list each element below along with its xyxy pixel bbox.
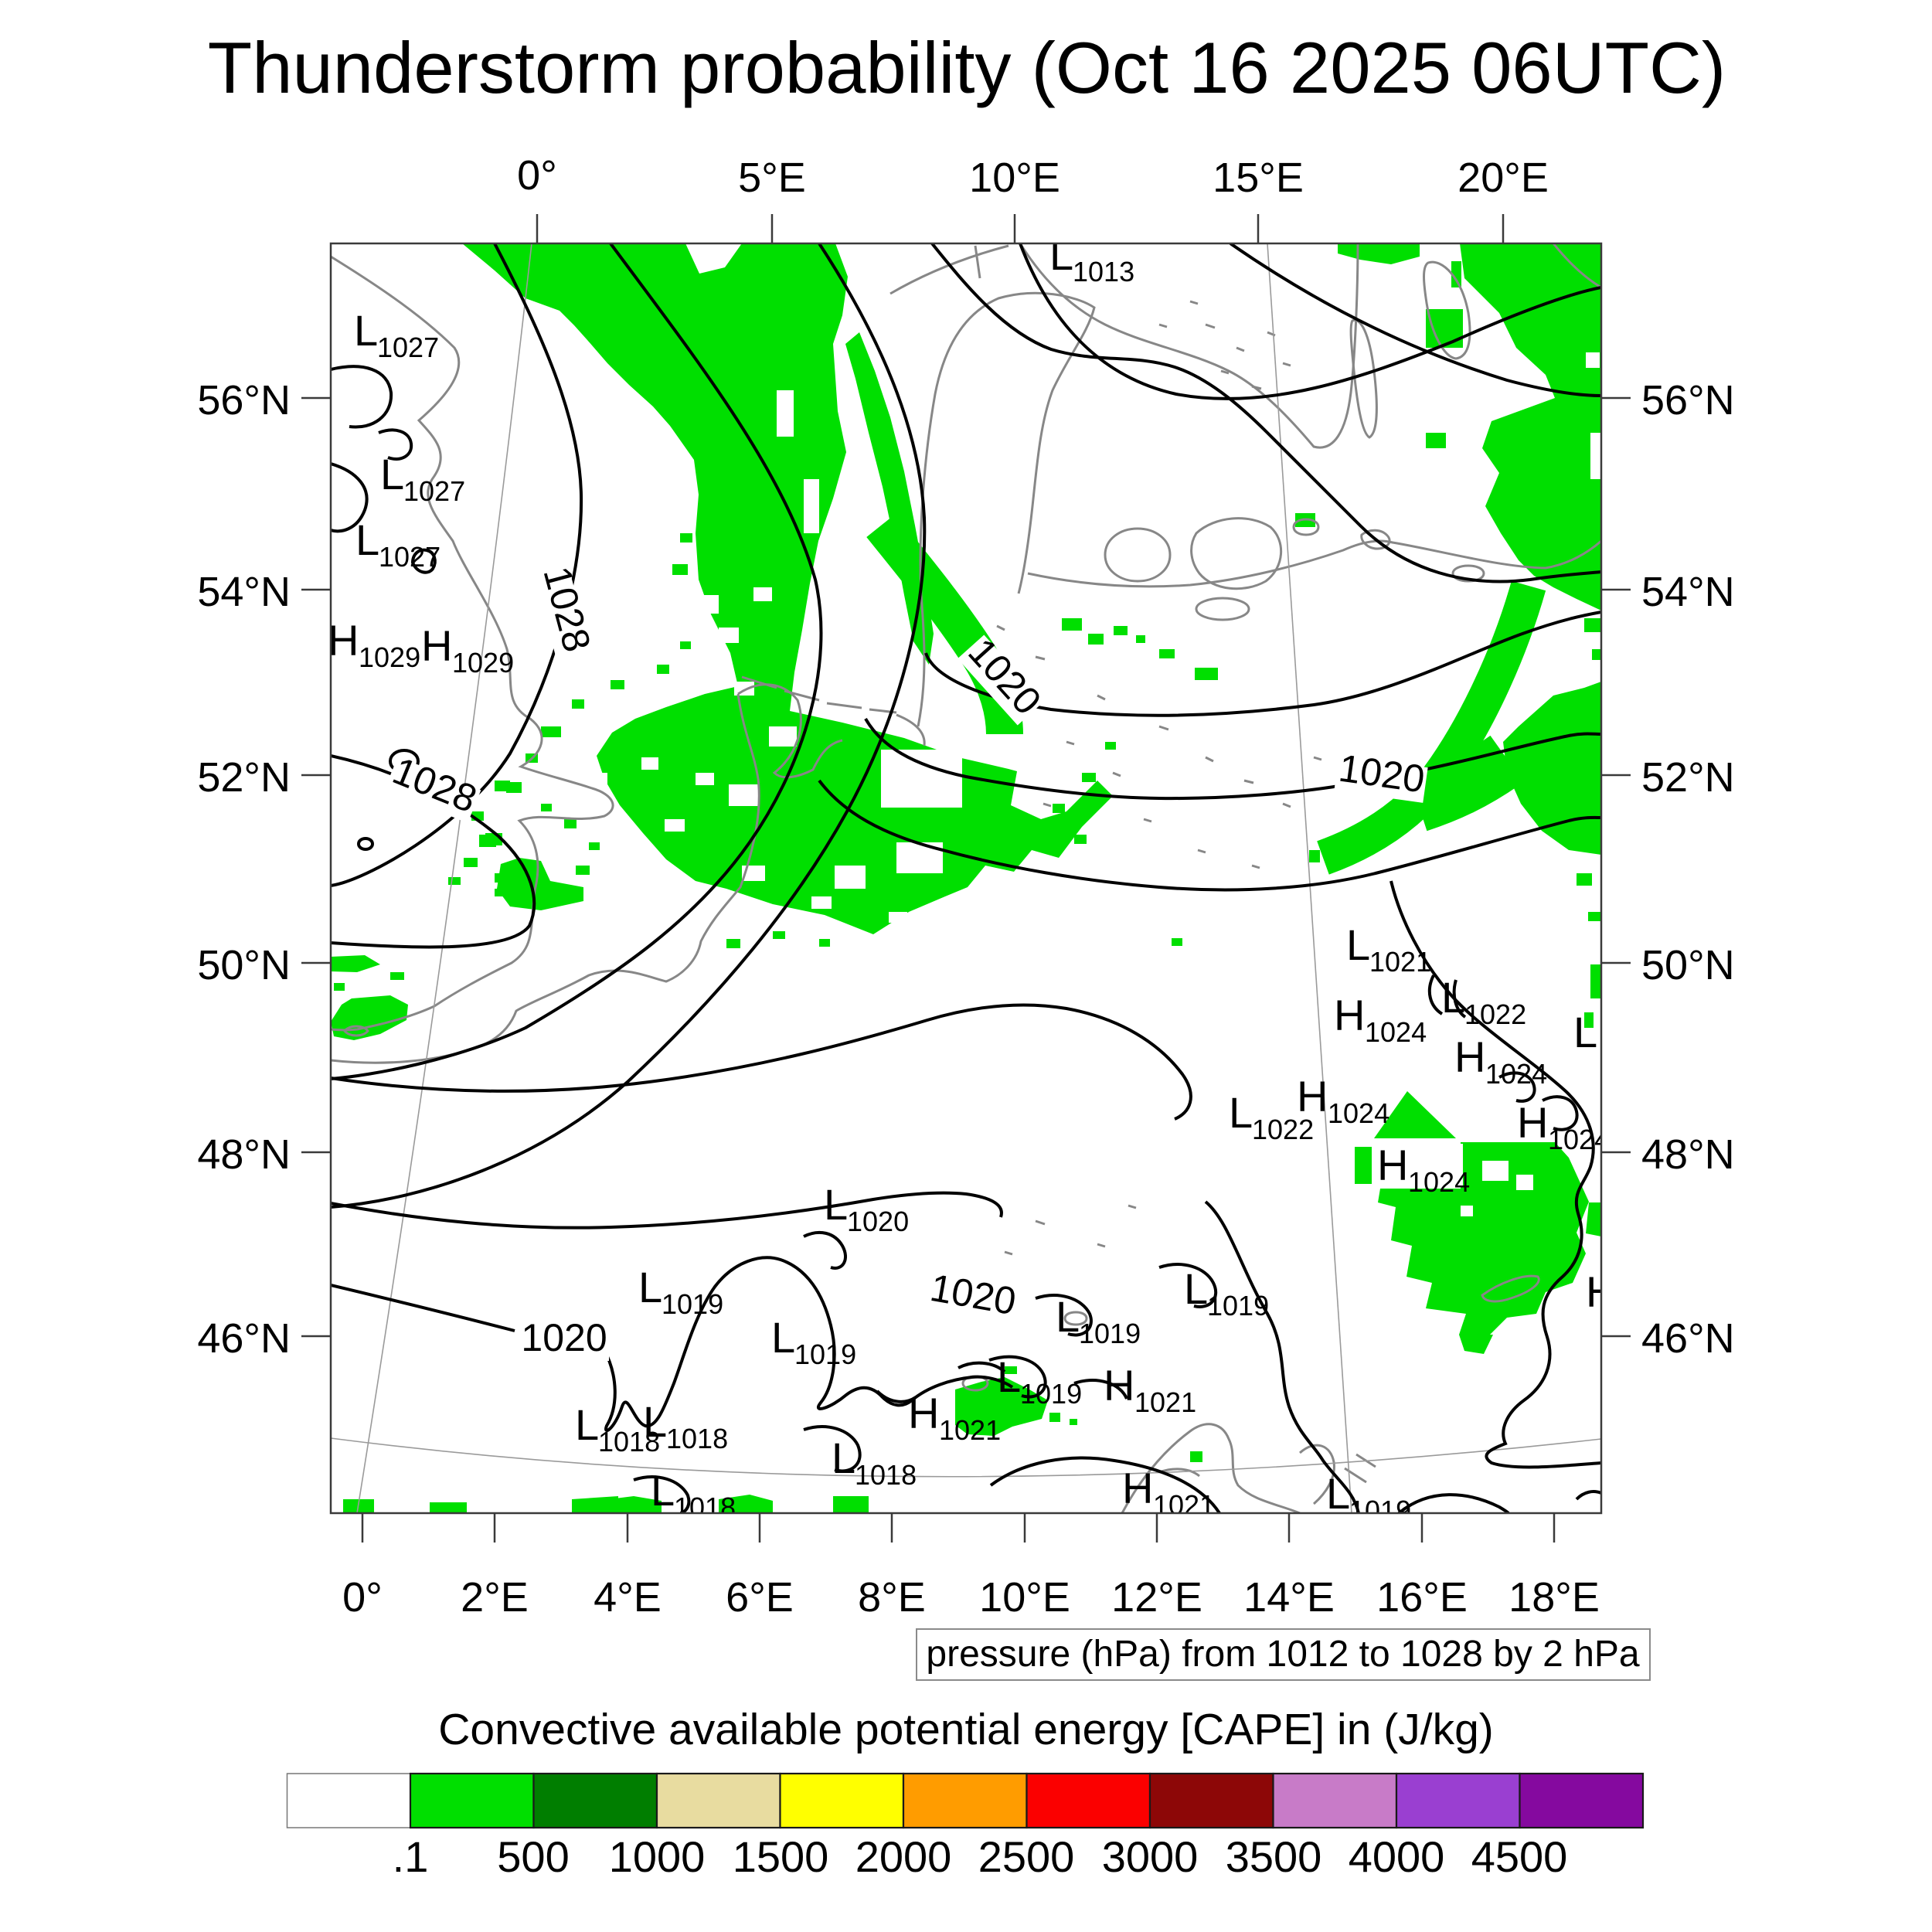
svg-text:H: H: [1517, 1098, 1548, 1147]
svg-text:1018: 1018: [666, 1423, 728, 1454]
svg-text:H: H: [1377, 1141, 1408, 1189]
svg-text:54°N: 54°N: [197, 569, 291, 615]
svg-text:1019: 1019: [1207, 1290, 1269, 1321]
svg-text:1022: 1022: [1464, 998, 1526, 1030]
svg-text:H: H: [328, 616, 359, 665]
svg-text:L: L: [355, 515, 379, 564]
svg-text:1000: 1000: [609, 1832, 706, 1881]
svg-text:H: H: [1297, 1072, 1328, 1121]
svg-text:15°E: 15°E: [1213, 155, 1304, 201]
svg-text:3000: 3000: [1102, 1832, 1199, 1881]
svg-text:H: H: [1454, 1032, 1485, 1081]
svg-text:52°N: 52°N: [1641, 754, 1735, 801]
svg-text:48°N: 48°N: [197, 1131, 291, 1178]
svg-text:L: L: [651, 1466, 675, 1515]
svg-text:46°N: 46°N: [1641, 1315, 1735, 1362]
svg-text:1500: 1500: [733, 1832, 829, 1881]
svg-text:1019: 1019: [1349, 1495, 1411, 1526]
svg-text:L: L: [1326, 1469, 1350, 1518]
svg-text:L: L: [824, 1180, 848, 1229]
svg-text:H: H: [1104, 1361, 1134, 1410]
svg-text:L: L: [1184, 1264, 1208, 1313]
svg-text:50°N: 50°N: [1641, 942, 1735, 988]
svg-text:L: L: [643, 1397, 667, 1446]
svg-text:1019: 1019: [1079, 1318, 1141, 1349]
svg-text:L: L: [1441, 973, 1465, 1022]
svg-text:L: L: [638, 1263, 662, 1311]
svg-text:6°E: 6°E: [726, 1574, 794, 1621]
svg-text:0°: 0°: [517, 152, 557, 199]
svg-text:H: H: [908, 1389, 939, 1437]
svg-text:56°N: 56°N: [197, 377, 291, 423]
svg-text:50°N: 50°N: [197, 942, 291, 988]
svg-text:1024: 1024: [1408, 1166, 1470, 1198]
svg-text:16°E: 16°E: [1376, 1574, 1468, 1621]
svg-text:1021: 1021: [1153, 1489, 1215, 1521]
svg-text:20°E: 20°E: [1458, 155, 1549, 201]
svg-text:5°E: 5°E: [738, 155, 806, 201]
svg-text:L: L: [997, 1352, 1021, 1401]
svg-text:1021: 1021: [1369, 946, 1431, 978]
svg-text:1020: 1020: [847, 1206, 909, 1237]
svg-text:L: L: [1056, 1292, 1080, 1341]
svg-text:H: H: [1122, 1464, 1153, 1512]
svg-text:1020: 1020: [521, 1316, 607, 1359]
svg-text:L: L: [354, 306, 378, 355]
svg-text:L: L: [1229, 1088, 1253, 1137]
svg-text:14°E: 14°E: [1243, 1574, 1335, 1621]
svg-text:L: L: [1573, 1008, 1597, 1056]
svg-text:46°N: 46°N: [197, 1315, 291, 1362]
svg-text:Thunderstorm probability (Oct: Thunderstorm probability (Oct 16 2025 06…: [208, 27, 1726, 108]
svg-text:56°N: 56°N: [1641, 377, 1735, 423]
svg-text:H: H: [421, 621, 452, 670]
svg-text:3500: 3500: [1226, 1832, 1322, 1881]
svg-text:Convective available potential: Convective available potential energy [C…: [438, 1705, 1494, 1754]
svg-text:10°E: 10°E: [969, 155, 1060, 201]
svg-text:12°E: 12°E: [1111, 1574, 1202, 1621]
svg-text:L: L: [575, 1400, 599, 1449]
svg-text:1018: 1018: [598, 1426, 660, 1458]
svg-text:1019: 1019: [662, 1288, 723, 1320]
svg-text:1024: 1024: [1365, 1016, 1427, 1048]
svg-text:10°E: 10°E: [979, 1574, 1070, 1621]
svg-text:H: H: [1586, 1267, 1617, 1316]
svg-text:54°N: 54°N: [1641, 569, 1735, 615]
svg-text:8°E: 8°E: [858, 1574, 926, 1621]
svg-text:H: H: [1334, 991, 1365, 1039]
svg-text:L: L: [1346, 920, 1370, 969]
svg-text:1024: 1024: [1548, 1124, 1610, 1155]
svg-text:4000: 4000: [1349, 1832, 1445, 1881]
svg-text:4500: 4500: [1471, 1832, 1568, 1881]
svg-text:1013: 1013: [1073, 256, 1134, 287]
svg-text:1021: 1021: [1134, 1386, 1196, 1418]
svg-text:2°E: 2°E: [461, 1574, 529, 1621]
svg-text:52°N: 52°N: [197, 754, 291, 801]
svg-text:1024: 1024: [1485, 1058, 1547, 1090]
svg-text:L: L: [771, 1313, 795, 1362]
svg-text:1029: 1029: [359, 641, 420, 673]
svg-text:4°E: 4°E: [594, 1574, 662, 1621]
svg-text:1018: 1018: [674, 1492, 736, 1523]
svg-text:1022: 1022: [1252, 1114, 1314, 1145]
svg-text:48°N: 48°N: [1641, 1131, 1735, 1178]
svg-text:2500: 2500: [978, 1832, 1075, 1881]
svg-text:1029: 1029: [452, 647, 514, 679]
svg-text:1024: 1024: [1328, 1097, 1389, 1129]
svg-text:pressure (hPa) from 1012 to 10: pressure (hPa) from 1012 to 1028 by 2 hP…: [926, 1634, 1640, 1675]
svg-text:1019: 1019: [794, 1338, 856, 1370]
svg-text:1027: 1027: [377, 332, 439, 363]
svg-text:2000: 2000: [855, 1832, 952, 1881]
svg-text:L: L: [380, 450, 404, 498]
svg-text:1027: 1027: [403, 475, 465, 507]
svg-text:500: 500: [497, 1832, 569, 1881]
svg-text:1027: 1027: [379, 541, 440, 573]
svg-text:0°: 0°: [342, 1574, 383, 1621]
svg-text:L: L: [832, 1434, 855, 1482]
svg-text:1019: 1019: [1020, 1378, 1082, 1410]
svg-text:18°E: 18°E: [1509, 1574, 1600, 1621]
svg-text:1018: 1018: [855, 1459, 917, 1491]
svg-text:L: L: [1049, 230, 1073, 279]
svg-text:.1: .1: [393, 1832, 429, 1881]
svg-text:1021: 1021: [939, 1414, 1001, 1446]
